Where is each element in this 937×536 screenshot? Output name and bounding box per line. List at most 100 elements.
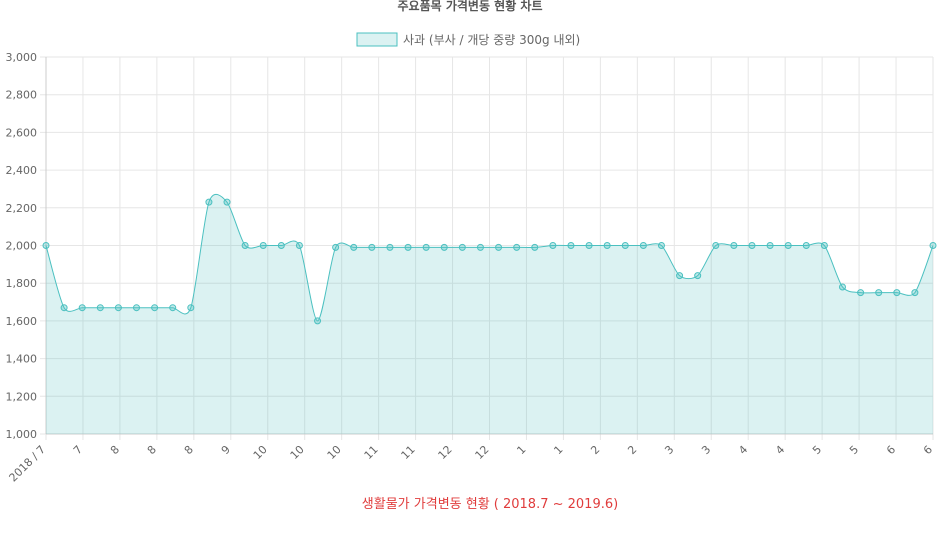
x-tick-label: 10 bbox=[288, 443, 307, 462]
data-point bbox=[585, 242, 593, 249]
data-point bbox=[42, 242, 50, 249]
y-tick-label: 2,600 bbox=[6, 126, 38, 139]
data-point bbox=[766, 242, 774, 249]
y-axis: 1,000 1,200 1,400 1,600 1,800 2,000 2,200 2,400… bbox=[6, 51, 38, 441]
data-point bbox=[169, 304, 177, 312]
data-point bbox=[78, 304, 86, 312]
data-point bbox=[748, 242, 756, 249]
data-point bbox=[567, 242, 575, 249]
x-tick-label: 12 bbox=[436, 443, 455, 462]
y-tick-label: 2,800 bbox=[6, 89, 38, 102]
data-point bbox=[893, 289, 901, 297]
data-point bbox=[838, 283, 846, 291]
data-point bbox=[404, 243, 412, 251]
data-point bbox=[730, 242, 738, 249]
data-point bbox=[513, 243, 521, 251]
x-tick-label: 11 bbox=[399, 443, 418, 462]
data-point bbox=[205, 198, 213, 206]
series-line bbox=[45, 193, 934, 322]
x-tick-label: 1 bbox=[514, 443, 528, 457]
data-point bbox=[96, 304, 104, 312]
x-tick-label: 8 bbox=[145, 443, 159, 457]
legend-swatch bbox=[356, 32, 398, 47]
x-tick-label: 1 bbox=[551, 443, 565, 457]
data-point bbox=[223, 198, 231, 206]
data-point bbox=[476, 243, 484, 251]
data-point bbox=[151, 304, 159, 312]
data-point bbox=[639, 242, 647, 249]
series-points bbox=[42, 198, 937, 325]
x-tick-label: 6 bbox=[884, 443, 898, 457]
y-tick-label: 1,600 bbox=[6, 315, 38, 328]
data-point bbox=[114, 304, 122, 312]
data-point bbox=[911, 289, 919, 297]
x-tick-label: 12 bbox=[473, 443, 492, 462]
x-tick-label: 2 bbox=[588, 443, 602, 457]
grid bbox=[40, 56, 934, 440]
y-tick-label: 1,400 bbox=[6, 353, 38, 366]
data-point bbox=[241, 242, 249, 249]
x-tick-label: 5 bbox=[810, 443, 824, 457]
series-fill bbox=[46, 194, 933, 434]
data-point bbox=[531, 243, 539, 251]
data-point bbox=[314, 317, 322, 325]
data-point bbox=[60, 304, 68, 312]
y-tick-label: 1,000 bbox=[6, 428, 38, 441]
data-point bbox=[820, 242, 828, 249]
x-tick-label: 8 bbox=[182, 443, 196, 457]
data-point bbox=[332, 243, 340, 251]
x-tick-label: 5 bbox=[847, 443, 861, 457]
legend-label: 사과 (부사 / 개당 중량 300g 내외) bbox=[403, 33, 580, 47]
data-point bbox=[458, 243, 466, 251]
legend[interactable]: 사과 (부사 / 개당 중량 300g 내외) bbox=[356, 32, 580, 47]
chart-title: 주요품목 가격변동 현황 차트 bbox=[397, 0, 542, 13]
x-tick-label: 2018 / 7 bbox=[7, 443, 49, 485]
x-tick-label: 2 bbox=[625, 443, 639, 457]
data-point bbox=[422, 243, 430, 251]
data-point bbox=[259, 242, 267, 249]
data-point bbox=[368, 243, 376, 251]
x-tick-label: 11 bbox=[362, 443, 381, 462]
data-point bbox=[440, 243, 448, 251]
x-tick-label: 3 bbox=[699, 443, 713, 457]
x-tick-label: 6 bbox=[921, 443, 935, 457]
x-tick-label: 4 bbox=[773, 443, 787, 457]
data-point bbox=[621, 242, 629, 249]
x-tick-label: 10 bbox=[251, 443, 270, 462]
y-tick-label: 2,000 bbox=[6, 240, 38, 253]
x-tick-label: 9 bbox=[219, 443, 233, 457]
data-point bbox=[929, 242, 937, 249]
y-tick-label: 2,400 bbox=[6, 164, 38, 177]
data-point bbox=[657, 242, 665, 249]
y-tick-label: 3,000 bbox=[6, 51, 38, 64]
x-tick-label: 3 bbox=[662, 443, 676, 457]
data-point bbox=[857, 289, 865, 297]
data-point bbox=[549, 242, 557, 249]
series-area bbox=[45, 193, 934, 434]
data-point bbox=[676, 272, 684, 280]
x-tick-label: 8 bbox=[108, 443, 122, 457]
data-point bbox=[802, 242, 810, 249]
data-point bbox=[386, 243, 394, 251]
y-tick-label: 1,200 bbox=[6, 390, 38, 403]
x-tick-label: 7 bbox=[71, 443, 85, 457]
data-point bbox=[187, 304, 195, 312]
data-point bbox=[350, 243, 358, 251]
data-point bbox=[784, 242, 792, 249]
x-axis: 2018 / 7 7 8 8 8 9 10 10 10 11 11 12 12 1 1 2 2 3 3 4 4 5 5 6 6 bbox=[7, 443, 936, 485]
data-point bbox=[495, 243, 503, 251]
data-point bbox=[603, 242, 611, 249]
y-tick-label: 2,200 bbox=[6, 202, 38, 215]
data-point bbox=[277, 242, 285, 249]
data-point bbox=[295, 242, 303, 249]
data-point bbox=[694, 272, 702, 280]
x-tick-label: 10 bbox=[325, 443, 344, 462]
data-point bbox=[875, 289, 883, 297]
x-tick-label: 4 bbox=[736, 443, 750, 457]
y-tick-label: 1,800 bbox=[6, 277, 38, 290]
chart-caption: 생활물가 가격변동 현황 ( 2018.7 ~ 2019.6) bbox=[362, 497, 618, 512]
data-point bbox=[712, 242, 720, 249]
data-point bbox=[133, 304, 141, 312]
